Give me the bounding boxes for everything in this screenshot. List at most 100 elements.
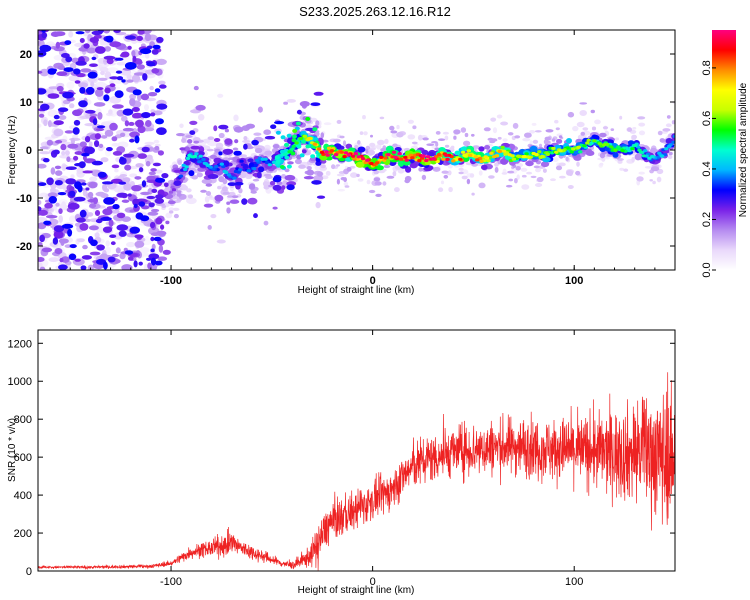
figure-title: S233.2025.263.12.16.R12 (299, 4, 451, 19)
spectral-cell (540, 161, 550, 168)
spectral-cell (356, 173, 360, 178)
spectral-cell (79, 209, 87, 218)
spectral-cell (286, 164, 292, 169)
snr-series (38, 372, 675, 571)
spectral-cell (150, 236, 155, 242)
spectral-cell (89, 37, 100, 43)
spectral-cell (162, 249, 171, 255)
spectral-cell (431, 141, 438, 144)
spectral-cell (67, 202, 80, 210)
spectral-cell (221, 186, 228, 192)
spectral-cell (224, 128, 229, 133)
spectral-cell (529, 130, 536, 134)
spectral-cell (103, 261, 108, 270)
spectral-cell (572, 125, 579, 132)
spectral-cell (305, 127, 315, 132)
spectral-cell (631, 156, 635, 163)
spectral-cell (60, 143, 67, 151)
spectral-cell (532, 139, 539, 144)
spectral-cell (56, 71, 68, 76)
spectral-cell (139, 247, 150, 254)
spectral-cell (83, 43, 90, 49)
spectral-cell (84, 109, 96, 114)
spectral-cell (118, 181, 127, 185)
spectral-cell (144, 141, 155, 145)
spectral-cell (112, 204, 120, 210)
spectral-cell (229, 199, 240, 204)
spectral-cell (53, 225, 65, 233)
spectral-cell (636, 176, 644, 182)
spectral-cell (202, 138, 211, 144)
spectral-cell (613, 148, 618, 152)
spectral-cell (500, 158, 509, 165)
spectral-cell (67, 143, 79, 149)
spectral-cell (70, 174, 75, 179)
snr-line (38, 372, 675, 571)
spectral-cell (121, 199, 130, 203)
spectral-cell (203, 150, 208, 157)
spectral-cell (512, 122, 519, 129)
spectral-cell (111, 136, 118, 142)
spectral-cell (626, 127, 633, 132)
spectral-cell (227, 182, 237, 187)
spectral-cell (193, 140, 200, 144)
spectral-cell (376, 143, 382, 150)
spectral-cell (39, 68, 50, 77)
spectral-cell (475, 158, 480, 162)
spectral-cell (40, 103, 50, 111)
spectral-cell (176, 192, 182, 197)
spectral-cell (73, 196, 86, 202)
spectral-cell (287, 150, 292, 154)
spectral-cell (53, 149, 60, 155)
spectral-cell (566, 170, 574, 176)
spectral-cell (521, 155, 526, 159)
spectral-cell (121, 264, 133, 270)
spectral-cell (146, 61, 156, 67)
spectral-cell (141, 112, 151, 119)
snr-y-tick-label: 1200 (8, 338, 32, 350)
spectral-cell (94, 133, 101, 140)
spectral-cell (72, 127, 80, 135)
spectral-cell (515, 162, 523, 168)
spectral-cell (73, 155, 79, 161)
spectral-cell (426, 143, 435, 146)
spectral-cell (57, 107, 69, 112)
spectral-cell (140, 253, 151, 257)
spectral-cell (116, 61, 126, 66)
spectral-cell (213, 125, 218, 132)
spectral-cell (55, 202, 60, 207)
spectral-cell (150, 221, 155, 229)
spectral-cell (305, 116, 311, 121)
spectral-cell (323, 122, 332, 126)
spectral-cell (558, 135, 563, 139)
spectral-cell (435, 131, 441, 135)
spectral-cell (233, 114, 239, 122)
spectral-cell (173, 213, 179, 219)
spectral-cell (274, 121, 285, 125)
spectral-cell (522, 137, 531, 142)
spectral-cell (632, 127, 637, 130)
spectral-cell (38, 262, 43, 268)
spectral-cell (104, 87, 111, 94)
spectral-cell (218, 124, 229, 130)
spectral-cell (198, 154, 203, 158)
spectral-cell (291, 144, 296, 148)
spectral-cell (324, 150, 329, 154)
spectral-cell (216, 239, 226, 244)
spectral-cell (119, 174, 128, 177)
spectral-cell (218, 151, 223, 156)
spectral-cell (644, 166, 653, 169)
spectral-cell (287, 161, 294, 165)
spectral-cell (97, 77, 108, 81)
spectral-cell (138, 261, 143, 266)
spectral-cell (463, 140, 471, 147)
spectral-cell (110, 241, 116, 246)
spectral-cell (168, 190, 174, 194)
spectral-cell (177, 160, 182, 165)
colorbar-tick-label: 0.4 (701, 161, 713, 176)
spectral-cell (643, 149, 648, 153)
spectral-cell (95, 218, 103, 224)
spectral-cell (81, 152, 90, 157)
spectral-cell (514, 135, 521, 139)
spectral-cell (47, 192, 58, 198)
